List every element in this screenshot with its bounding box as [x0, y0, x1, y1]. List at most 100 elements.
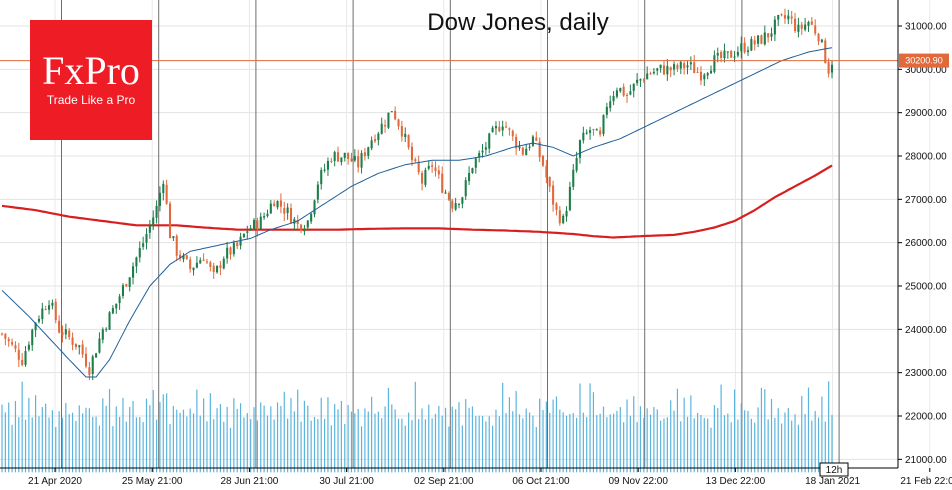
candle-body	[387, 112, 390, 128]
candle-body	[589, 130, 592, 133]
candle-body	[279, 200, 282, 207]
candle-body	[357, 156, 360, 168]
candle-body	[740, 43, 743, 52]
candle-body	[750, 39, 753, 51]
y-tick-label: 21000.00	[905, 455, 947, 466]
candle-body	[152, 217, 155, 226]
candle-body	[21, 359, 24, 365]
candle-body	[508, 128, 511, 130]
candle-body	[599, 130, 602, 135]
candle-body	[649, 73, 652, 75]
candle-body	[259, 216, 262, 230]
candle-body	[111, 308, 114, 314]
candle-body	[733, 56, 736, 58]
candle-body	[713, 55, 716, 72]
candle-body	[461, 197, 464, 204]
candle-body	[518, 146, 521, 149]
candle-body	[787, 15, 790, 20]
candle-body	[498, 126, 501, 132]
candle-body	[199, 260, 202, 264]
candle-body	[300, 224, 303, 231]
candle-body	[699, 71, 702, 81]
candle-body	[464, 180, 467, 197]
candle-body	[202, 259, 205, 261]
candle-body	[481, 150, 484, 153]
candle-body	[350, 158, 353, 162]
candle-body	[777, 14, 780, 20]
candle-body	[407, 135, 410, 148]
candle-body	[172, 236, 175, 239]
candle-body	[340, 157, 343, 163]
candle-body	[552, 185, 555, 205]
candle-body	[592, 129, 595, 131]
x-tick-label: 06 Oct 21:00	[512, 476, 570, 487]
candle-body	[441, 173, 444, 193]
candle-body	[531, 136, 534, 146]
candle-body	[669, 67, 672, 71]
candle-body	[562, 215, 565, 224]
candle-body	[538, 141, 541, 158]
candle-body	[192, 267, 195, 271]
candle-body	[451, 200, 454, 209]
candle-body	[14, 345, 17, 349]
candle-body	[380, 123, 383, 134]
candle-body	[138, 248, 141, 258]
y-tick-label: 24000.00	[905, 325, 947, 336]
candle-body	[541, 156, 545, 166]
candle-body	[797, 24, 800, 32]
candle-body	[373, 139, 377, 142]
candle-body	[370, 140, 373, 149]
candle-body	[625, 95, 629, 97]
candle-body	[263, 216, 266, 218]
candle-body	[347, 152, 350, 159]
candle-body	[286, 207, 289, 214]
candle-body	[609, 101, 612, 109]
candle-body	[468, 172, 471, 182]
candle-body	[17, 349, 20, 360]
candle-body	[410, 146, 414, 161]
candle-body	[622, 86, 625, 96]
y-tick-label: 30000.00	[905, 65, 947, 76]
candle-body	[71, 337, 74, 345]
candle-body	[242, 233, 245, 238]
candle-body	[830, 64, 834, 73]
candle-body	[95, 353, 98, 358]
candles	[0, 8, 834, 381]
candle-body	[636, 79, 639, 84]
ma-slow-path	[1, 164, 833, 239]
candle-body	[58, 320, 61, 333]
candle-body	[696, 71, 699, 73]
candle-body	[457, 203, 461, 205]
y-tick-label: 31000.00	[905, 22, 947, 33]
candle-body	[310, 213, 313, 222]
candle-body	[767, 33, 770, 38]
candle-body	[252, 219, 256, 229]
candle-body	[226, 247, 229, 259]
candle-body	[652, 71, 655, 74]
candle-body	[720, 52, 723, 58]
candle-body	[78, 345, 81, 348]
candle-body	[205, 261, 209, 263]
candle-body	[709, 70, 713, 74]
candle-body	[249, 228, 252, 231]
candle-body	[51, 302, 54, 306]
candle-body	[216, 265, 219, 273]
candle-body	[239, 236, 242, 246]
candle-body	[179, 254, 182, 259]
candle-body	[582, 132, 585, 141]
candle-body	[414, 159, 417, 162]
candle-body	[703, 74, 706, 80]
candle-body	[804, 24, 807, 30]
candle-body	[353, 156, 356, 161]
candle-body	[488, 133, 491, 149]
candle-body	[390, 111, 393, 113]
candle-body	[474, 158, 477, 168]
candle-body	[195, 262, 198, 268]
candle-body	[343, 152, 346, 158]
y-tick-label: 27000.00	[905, 195, 947, 206]
candle-body	[273, 203, 276, 207]
candle-body	[639, 79, 642, 81]
x-tick-label: 28 Jun 21:00	[220, 476, 278, 487]
candle-body	[360, 153, 363, 168]
candle-body	[222, 258, 225, 269]
